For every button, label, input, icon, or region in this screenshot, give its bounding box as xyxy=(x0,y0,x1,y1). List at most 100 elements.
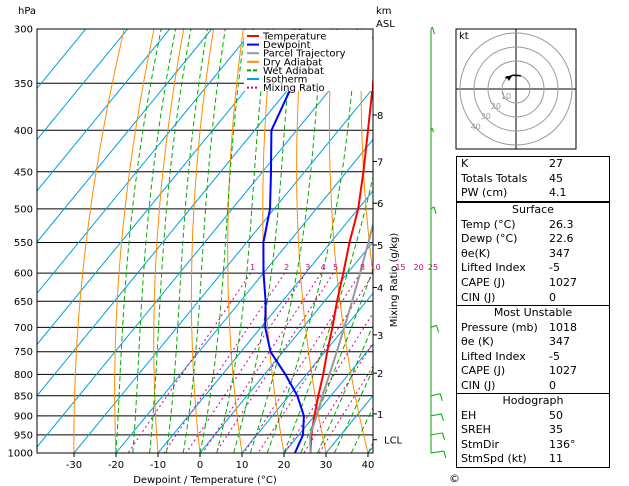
mixing-ratio-label: 1 xyxy=(250,263,255,272)
hodo-row: StmDir 136° xyxy=(457,438,609,453)
temperature-tick-label: 20 xyxy=(278,460,291,471)
surface-label: Lifted Index xyxy=(461,261,526,275)
height-tick-label: 7 xyxy=(377,157,383,168)
pressure-tick-label: 550 xyxy=(14,238,33,249)
mixing-ratio-line xyxy=(202,272,322,453)
dry-adiabat-line xyxy=(153,29,185,453)
wet-adiabat-line xyxy=(350,406,373,453)
wet-adiabat-line xyxy=(216,29,269,453)
legend-label: Isotherm xyxy=(263,75,307,86)
wind-barbs xyxy=(430,26,447,459)
mu-label: CAPE (J) xyxy=(461,364,506,378)
wet-adiabat-line xyxy=(233,29,294,453)
surface-row: Lifted Index -5 xyxy=(457,261,609,276)
mixing-ratio-label: 3 xyxy=(305,263,310,272)
wet-adiabat-line xyxy=(165,29,208,453)
pressure-unit-label: hPa xyxy=(18,6,36,17)
height-tick-label: 6 xyxy=(377,199,383,210)
surface-value: -5 xyxy=(549,261,560,275)
barb-shaft xyxy=(430,413,442,417)
height-tick-label: 8 xyxy=(377,111,383,122)
wind-barb xyxy=(430,324,440,333)
mixing-ratio-line xyxy=(127,272,252,453)
hodograph-ring xyxy=(459,32,573,146)
pressure-tick-label: 650 xyxy=(14,297,33,308)
parcel-trajectory-line xyxy=(309,220,373,453)
surface-label: CAPE (J) xyxy=(461,275,506,289)
wind-barb xyxy=(430,432,445,441)
wet-adiabat-line xyxy=(333,368,373,453)
pressure-tick-label: 600 xyxy=(14,269,33,280)
hodo-value: 35 xyxy=(549,423,563,437)
barb-shaft xyxy=(430,450,444,454)
dry-adiabat-line xyxy=(227,29,244,453)
barb-shaft xyxy=(430,206,435,210)
mu-value: -5 xyxy=(549,349,560,363)
mixing-ratio-label: 25 xyxy=(428,263,438,272)
surface-row: CIN (J) 0 xyxy=(457,291,609,306)
surface-row: θe(K) 347 xyxy=(457,247,609,262)
dry-adiabat-line xyxy=(73,29,125,453)
pressure-tick-label: 1000 xyxy=(8,449,33,460)
mu-row: CIN (J) 0 xyxy=(457,379,609,394)
dry-adiabat-line xyxy=(190,29,214,453)
hodo-row: EH 50 xyxy=(457,409,609,424)
index-row: PW (cm) 4.1 xyxy=(457,186,609,201)
mu-label: Pressure (mb) xyxy=(461,320,538,334)
pressure-tick-label: 350 xyxy=(14,79,33,90)
legend-background xyxy=(244,30,372,91)
surface-row: Temp (°C) 26.3 xyxy=(457,218,609,233)
barb-flag xyxy=(442,432,445,441)
hodo-label: SREH xyxy=(461,423,491,437)
mixing-ratio-axis-label: Mixing Ratio (g/kg) xyxy=(389,233,400,328)
wet-adiabat-line xyxy=(300,267,373,453)
barb-flag xyxy=(431,26,435,35)
temperature-tick-label: -30 xyxy=(66,460,82,471)
temperature-tick-label: -10 xyxy=(150,460,166,471)
hodograph-ring-label: 30 xyxy=(481,112,491,121)
index-row: Totals Totals 45 xyxy=(457,172,609,187)
mixing-ratio-label: 4 xyxy=(321,263,326,272)
hodograph-params-title: Hodograph xyxy=(502,394,564,407)
isotherm-line xyxy=(241,292,373,453)
temperature-tick-label: -20 xyxy=(108,460,124,471)
hodograph-kt-label: kt xyxy=(459,31,469,42)
mixing-ratio-label: 2 xyxy=(284,263,289,272)
hodo-value: 50 xyxy=(549,408,563,422)
mu-row: CAPE (J) 1027 xyxy=(457,364,609,379)
mixing-ratio-label: 15 xyxy=(395,263,405,272)
wet-adiabat-line xyxy=(115,29,162,453)
mu-row: Lifted Index -5 xyxy=(457,350,609,365)
wet-adiabat-line xyxy=(199,29,246,453)
mixing-ratio-line xyxy=(257,273,373,453)
surface-value: 26.3 xyxy=(549,217,574,231)
height-tick-label: 2 xyxy=(377,369,383,380)
surface-label: CIN (J) xyxy=(461,290,496,304)
mu-label: CIN (J) xyxy=(461,378,496,392)
surface-label: θe(K) xyxy=(461,246,491,260)
indices-table: K 27 Totals Totals 45 PW (cm) 4.1 xyxy=(456,156,610,202)
wet-adiabat-line xyxy=(283,174,373,453)
pressure-tick-label: 450 xyxy=(14,167,33,178)
isotherm-line xyxy=(37,29,171,192)
legend-label: Wet Adiabat xyxy=(263,66,324,77)
mu-row: θe (K) 347 xyxy=(457,335,609,350)
surface-label: Dewp (°C) xyxy=(461,232,518,246)
storm-motion-arrow xyxy=(506,76,512,81)
barb-flag xyxy=(436,325,440,333)
wet-adiabat-line xyxy=(182,29,226,453)
surface-value: 1027 xyxy=(549,275,577,289)
barb-shaft xyxy=(430,432,443,436)
index-value: 4.1 xyxy=(549,186,567,200)
mixing-ratio-line xyxy=(318,365,373,453)
pressure-tick-label: 850 xyxy=(14,391,33,402)
surface-table: Surface Temp (°C) 26.3 Dewp (°C) 22.6 θe(K… xyxy=(456,202,610,307)
pressure-tick-label: 500 xyxy=(14,204,33,215)
temperature-tick-label: 10 xyxy=(236,460,249,471)
index-label: K xyxy=(461,157,469,170)
dry-adiabat-line xyxy=(360,29,373,277)
most-unstable-table: Most Unstable Pressure (mb) 1018 θe (K) 34… xyxy=(456,305,610,395)
height-tick-label: 5 xyxy=(377,241,383,252)
